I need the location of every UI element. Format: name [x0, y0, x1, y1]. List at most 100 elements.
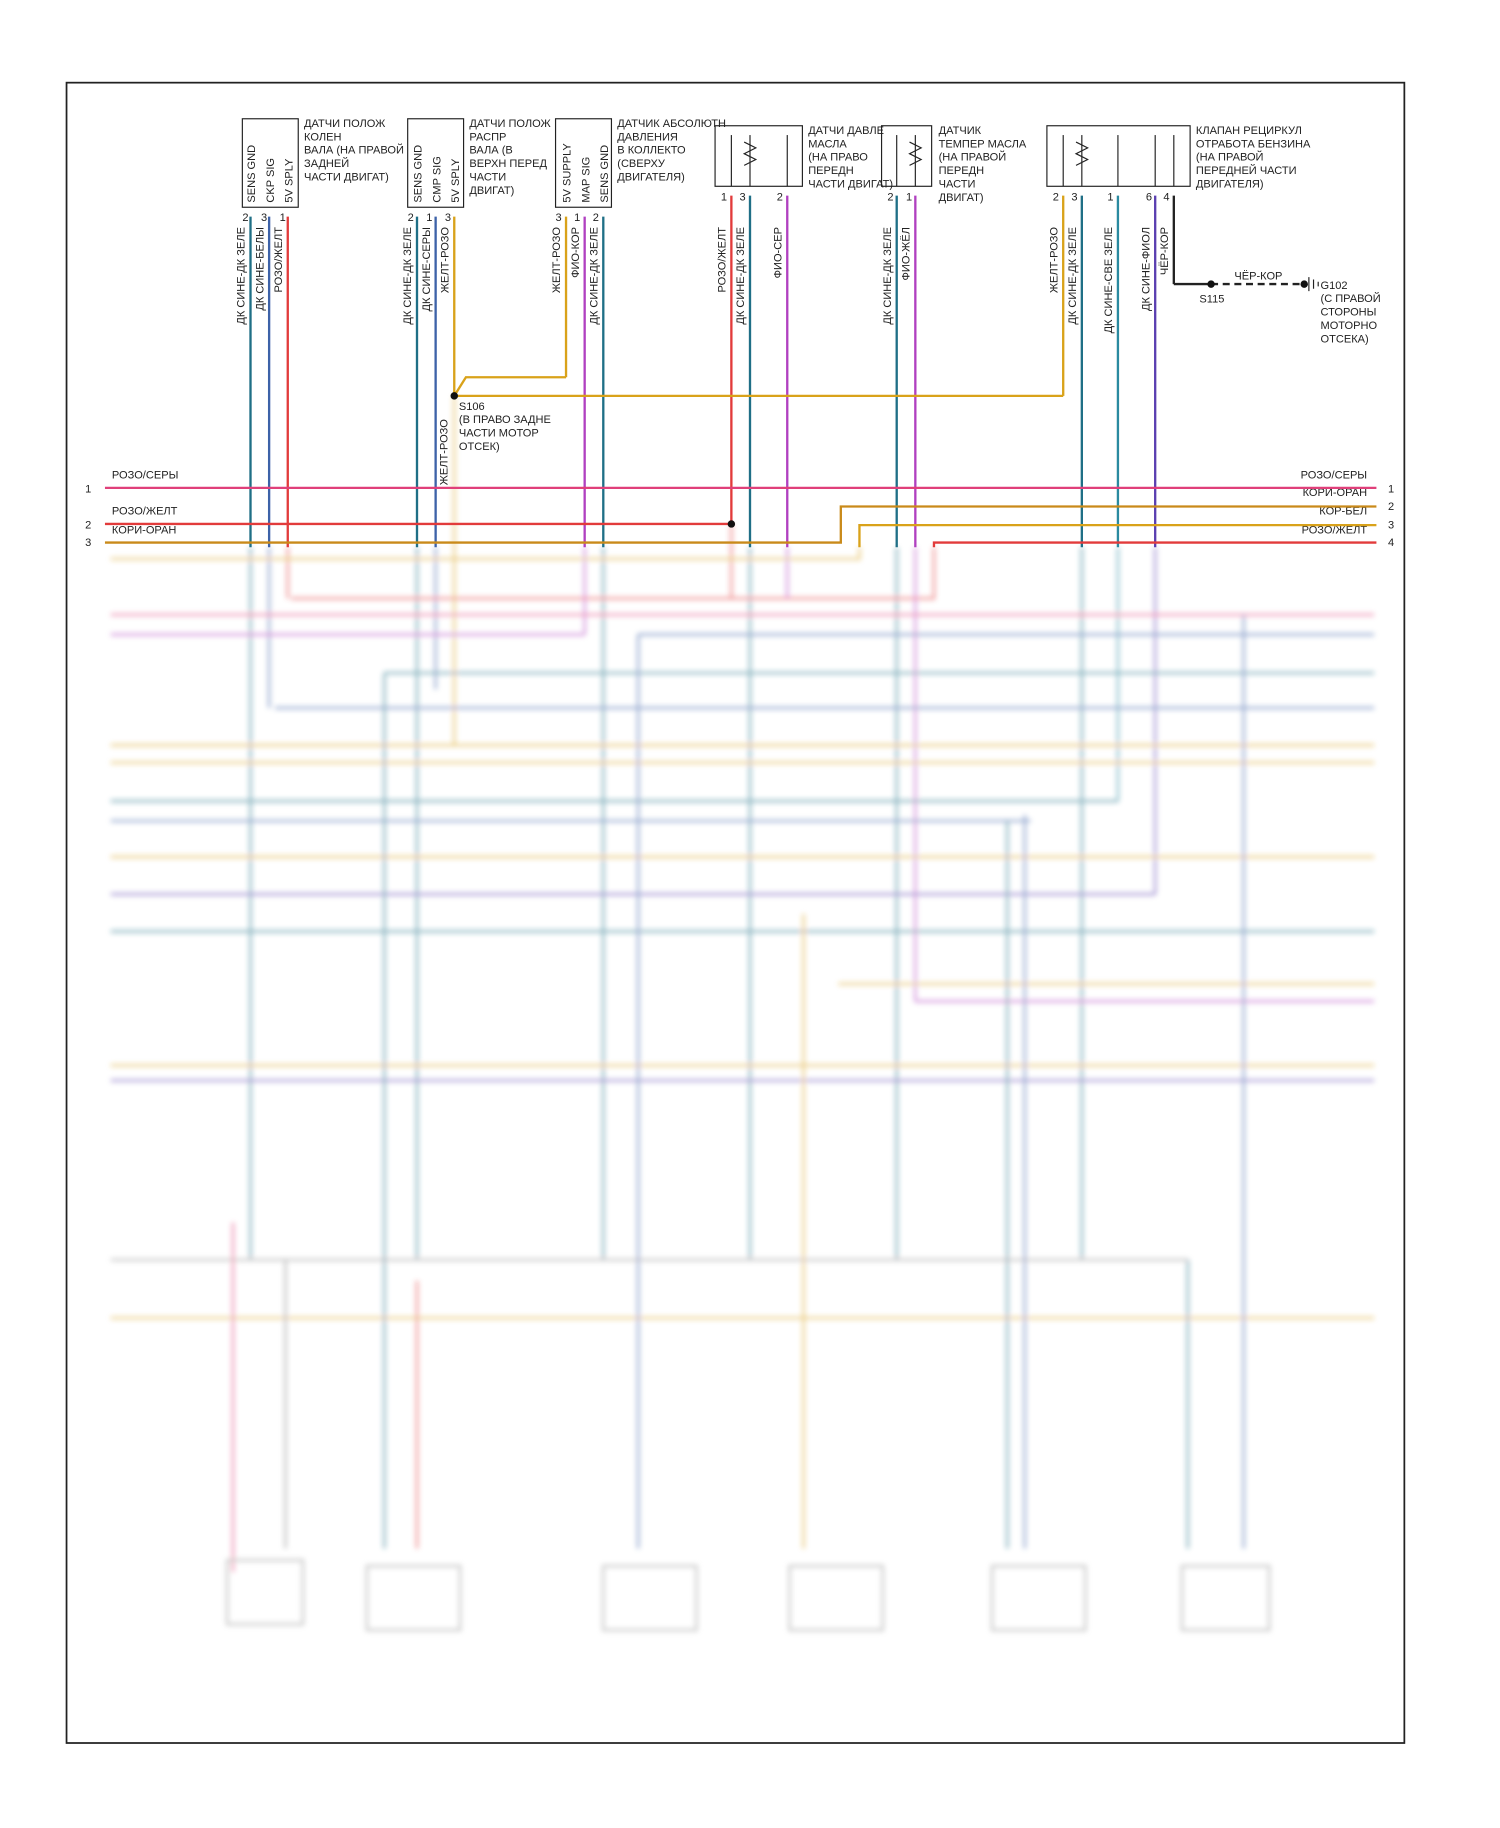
wire [932, 541, 1377, 548]
pin-name: 5V SPLY [450, 158, 462, 203]
pin-number: 3 [1071, 191, 1077, 203]
wire-label: ЧЁР-КОР [1159, 227, 1171, 275]
pin-number: 3 [556, 212, 562, 224]
sensor-symbol [908, 141, 923, 166]
wire-label: ДК СИНЕ-ДК ЗЕЛЕ [402, 227, 414, 325]
pin-name: CMP SIG [431, 156, 443, 202]
pin-name: SENS GND [246, 145, 258, 203]
wire-label: КОРИ-ОРАН [1303, 487, 1367, 499]
module-box [365, 1564, 462, 1632]
pin-number: 4 [1163, 191, 1169, 203]
component-label: ДВИГАТЕЛЯ) [1196, 178, 1264, 190]
ground-label: (С ПРАВОЙ [1321, 292, 1381, 305]
pin-number: 1 [280, 212, 286, 224]
wire-label: РОЗО/ЖЕЛТ [273, 227, 285, 293]
pin-number: 1 [574, 212, 580, 224]
component-label: ЗАДНЕЙ [304, 157, 349, 170]
wire-label: ФИО-ЖЁЛ [901, 227, 913, 280]
component-box [241, 118, 299, 208]
component-box [1046, 125, 1191, 187]
component-box [554, 118, 613, 208]
pin-number: 3 [1388, 520, 1394, 532]
wire-label: ДК СИНЕ-СВЕ ЗЕЛЕ [1103, 227, 1115, 333]
blurred-area [110, 395, 1375, 1632]
ground-label: G102 [1321, 280, 1348, 292]
pin-number: 3 [261, 212, 267, 224]
wire-label: ДК СИНЕ-БЕЛЫ [254, 227, 266, 311]
component-label: РАСПР [469, 131, 506, 143]
splice-label: (В ПРАВО ЗАДНЕ [459, 414, 551, 426]
pin-number: 1 [721, 191, 727, 203]
splice-dot [727, 520, 736, 528]
component-label: ДАТЧИК [939, 125, 982, 137]
sensor-symbol [742, 141, 758, 166]
wire-label: ДК СИНЕ-СЕРЫ [421, 227, 433, 311]
ground-label: МОТОРНО [1321, 320, 1378, 332]
wire-label: ДК СИНЕ-ДК ЗЕЛЕ [236, 227, 248, 325]
wire-label: ФИО-СЕР [772, 227, 784, 278]
wire-label: КОР-БЕЛ [1319, 506, 1367, 518]
pin-number: 2 [593, 212, 599, 224]
wire-label: ЧЁР-КОР [1234, 270, 1282, 282]
pin-number: 4 [1388, 537, 1394, 549]
component-label: ДВИГАТЕЛЯ) [617, 171, 685, 183]
pin-name: 5V SUPPLY [562, 143, 574, 203]
pin-number: 1 [906, 191, 912, 203]
sensor-symbol [1074, 141, 1089, 166]
wire-label: КОРИ-ОРАН [112, 524, 176, 536]
splice-label: S115 [1199, 294, 1224, 306]
pin-number: 6 [1146, 191, 1152, 203]
pin-number: 2 [1388, 501, 1394, 513]
wire-label: ЖЕЛТ-РОЗО [438, 419, 450, 486]
component-box [714, 125, 803, 187]
pin-number: 2 [408, 212, 414, 224]
wire-label: ЖЕЛТ-РОЗО [1048, 227, 1060, 294]
pin-number: 2 [242, 212, 248, 224]
pin-number: 2 [887, 191, 893, 203]
frame [65, 81, 1406, 1744]
component-label: ПЕРЕДН [939, 165, 985, 177]
component-label: ЧАСТИ ДВИГАТ) [808, 178, 893, 190]
pin-number: 1 [426, 212, 432, 224]
wire-label: РОЗО/СЕРЫ [112, 470, 178, 482]
component-label: КОЛЕН [304, 131, 341, 143]
pin-name: SENS GND [599, 145, 611, 203]
wire-label: ФИО-КОР [570, 227, 582, 278]
splice-dot [1300, 280, 1308, 288]
component-label: (НА ПРАВО [808, 152, 868, 164]
component-label: ДАТЧИ ПОЛОЖ [304, 118, 386, 130]
wire-label: ДК СИНЕ-ДК ЗЕЛЕ [1067, 227, 1079, 325]
module-box [991, 1564, 1087, 1632]
splice-dot [450, 392, 458, 400]
splice-dot [1207, 280, 1215, 288]
component-label: ТЕМПЕР МАСЛА [939, 138, 1027, 150]
pin-name: 5V SPLY [283, 158, 295, 203]
ground-symbol [1308, 277, 1319, 292]
component-label: ДВИГАТ) [469, 185, 514, 197]
component-label: ВАЛА (НА ПРАВОЙ [304, 144, 404, 157]
wire-label: РОЗО/СЕРЫ [1301, 470, 1367, 482]
pin-number: 3 [445, 212, 451, 224]
wire-label: ДК СИНЕ-ДК ЗЕЛЕ [882, 227, 894, 325]
pin-name: CKP SIG [265, 158, 277, 203]
component-label: (НА ПРАВОЙ [1196, 151, 1264, 164]
wire-label: ДК СИНЕ-ДК ЗЕЛЕ [588, 227, 600, 325]
module-box [788, 1564, 884, 1632]
wire [110, 547, 861, 561]
component-label: ДАТЧИК АБСОЛЮТН [617, 118, 726, 130]
component-label: (СВЕРХУ [617, 158, 666, 170]
pin-number: 1 [1388, 484, 1394, 496]
component-label: (НА ПРАВОЙ [939, 151, 1007, 164]
component-label: ПЕРЕДНЕЙ ЧАСТИ [1196, 164, 1297, 177]
component-box [407, 118, 465, 208]
component-label: ОТРАБОТА БЕНЗИНА [1196, 138, 1311, 150]
component-label: ПЕРЕДН [808, 165, 854, 177]
pin-number: 2 [85, 520, 91, 532]
component-label: ЧАСТИ [469, 171, 506, 183]
component-label: ДВИГАТ) [939, 192, 984, 204]
component-label: ДАВЛЕНИЯ [617, 131, 678, 143]
wire-label: ЖЕЛТ-РОЗО [439, 227, 451, 294]
wire [453, 376, 567, 397]
component-label: ВАЛА (В [469, 145, 512, 157]
